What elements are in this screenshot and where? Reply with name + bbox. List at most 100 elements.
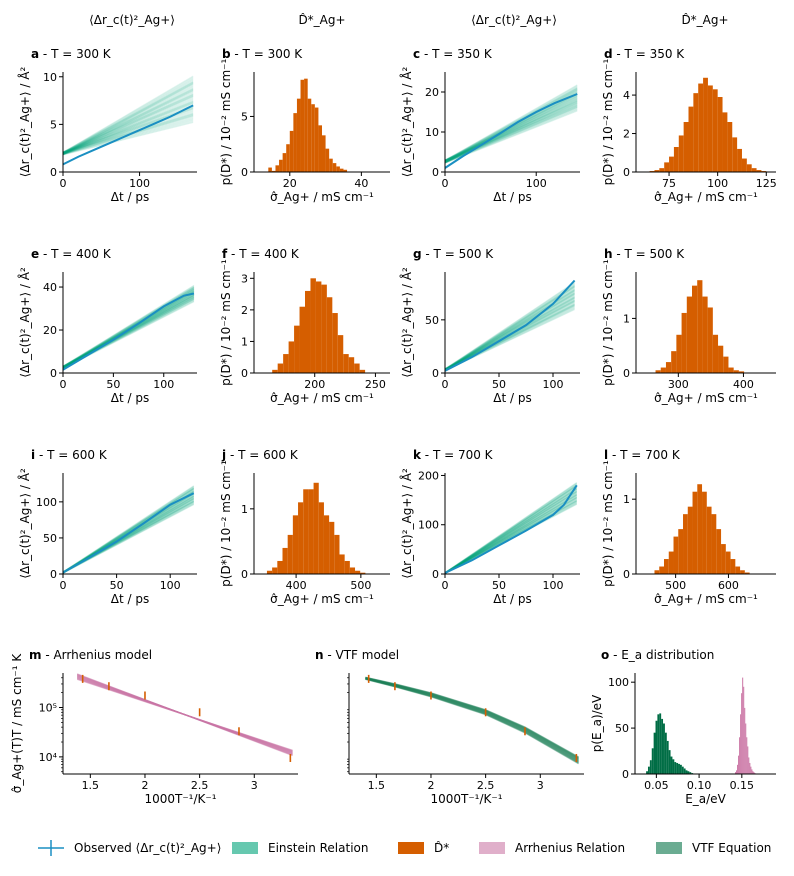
hist-bar [676, 762, 679, 774]
vtf-line [365, 676, 579, 758]
y-tick-label: 0 [432, 166, 439, 179]
einstein-line [63, 95, 194, 156]
einstein-line [445, 481, 578, 574]
hist-bar [742, 677, 744, 774]
x-tick-label: 300 [668, 378, 689, 391]
einstein-line [445, 96, 578, 164]
einstein-line [445, 491, 578, 574]
arrhenius-line [77, 675, 293, 754]
panel-title-f: f - T = 400 K [222, 247, 300, 261]
einstein-line [445, 303, 575, 370]
hist-bar [359, 369, 366, 373]
x-tick-label: 2 [427, 779, 434, 792]
x-tick-label: 0 [442, 378, 449, 391]
y-tick-label: 0 [622, 768, 629, 781]
einstein-line [63, 83, 194, 154]
einstein-line [445, 287, 575, 371]
hist-bar [332, 313, 338, 373]
x-tick-label: 2.5 [191, 779, 209, 792]
panel-title-e: e - T = 400 K [31, 247, 112, 261]
y-tick-label: 1 [623, 493, 630, 506]
einstein-line [445, 304, 575, 370]
einstein-line [445, 87, 578, 163]
plot-area-k [445, 481, 578, 574]
hist-bar [697, 280, 703, 373]
hist-bar [355, 570, 361, 574]
legend-label-dstar: D̂* [434, 841, 449, 855]
legend-item-arrhenius: Arrhenius Relation [479, 841, 625, 855]
einstein-line [445, 293, 575, 370]
panel-o: o - E_a distribution 0.05 0.10 0.15 0 50 100 E_… [590, 648, 776, 806]
hist-bar [310, 278, 316, 373]
y-tick-label: 0 [50, 568, 57, 581]
einstein-line [63, 95, 194, 153]
einstein-line [63, 84, 194, 154]
panel-title-g: g - T = 500 K [413, 247, 494, 261]
y-tick-label: 4 [623, 89, 630, 102]
hist-bar [683, 122, 689, 172]
einstein-line [445, 84, 578, 161]
vtf-line [365, 677, 579, 761]
einstein-line [445, 496, 578, 574]
hist-bar [287, 534, 293, 574]
hist-bar [318, 125, 322, 172]
hist-bar [687, 506, 693, 574]
vtf-line [365, 677, 579, 760]
y-tick-label: 0 [432, 568, 439, 581]
einstein-line [445, 493, 578, 574]
arrhenius-line [77, 678, 293, 752]
hist-bar [664, 162, 670, 172]
hist-bar [282, 153, 287, 172]
hist-bar [678, 529, 684, 574]
y-axis-label-k: ⟨Δr_c(t)²_Ag+⟩ / Å² [399, 468, 414, 579]
y-tick-label: 1 [241, 503, 248, 516]
y-tick-label: 1 [623, 312, 630, 325]
einstein-line [63, 488, 195, 574]
einstein-line [63, 88, 194, 156]
einstein-line [63, 120, 194, 156]
einstein-line [445, 93, 578, 164]
einstein-line [445, 490, 578, 574]
hist-bar [654, 570, 660, 574]
einstein-line [445, 292, 575, 371]
y-tick-label: 0 [50, 367, 57, 380]
hist-bar [686, 296, 692, 373]
x-tick-label: 50 [492, 378, 506, 391]
y-tick-label: 0 [50, 166, 57, 179]
hist-bar [740, 714, 742, 774]
einstein-line [63, 81, 194, 155]
y-axis-label-d: p(D*) / 10⁻² mS cm⁻¹ [601, 58, 615, 185]
einstein-line [63, 503, 195, 574]
panel-c: c - T = 350 K 0 100 0 10 20 Δt / ps ⟨Δr_c(t)²_A… [399, 47, 580, 204]
einstein-line [445, 99, 578, 164]
y-tick-label: 0 [241, 568, 248, 581]
arrhenius-line [77, 674, 293, 756]
hist-bar [307, 98, 312, 172]
einstein-line [63, 88, 194, 153]
hist-bar [679, 764, 682, 774]
hist-bar [293, 113, 297, 172]
einstein-line [445, 101, 578, 163]
hist-bar [744, 572, 750, 574]
einstein-line [445, 494, 578, 574]
einstein-line [445, 292, 575, 370]
einstein-line [63, 491, 195, 573]
einstein-line [445, 495, 578, 574]
einstein-line [445, 105, 578, 162]
x-tick-label: 0 [442, 177, 449, 190]
einstein-line [445, 497, 578, 574]
einstein-line [63, 97, 194, 154]
plot-area-m [76, 673, 293, 762]
x-axis-label-b: σ̂_Ag+ / mS cm⁻¹ [270, 190, 374, 204]
hist-bar [741, 158, 747, 172]
einstein-line [63, 485, 195, 573]
hist-bar [716, 529, 722, 574]
observed-line [445, 93, 578, 169]
hist-bar [688, 106, 694, 172]
vtf-line [365, 678, 579, 764]
einstein-line [63, 77, 194, 154]
arrhenius-line [77, 676, 293, 753]
einstein-line [445, 285, 575, 370]
einstein-line [445, 484, 578, 574]
